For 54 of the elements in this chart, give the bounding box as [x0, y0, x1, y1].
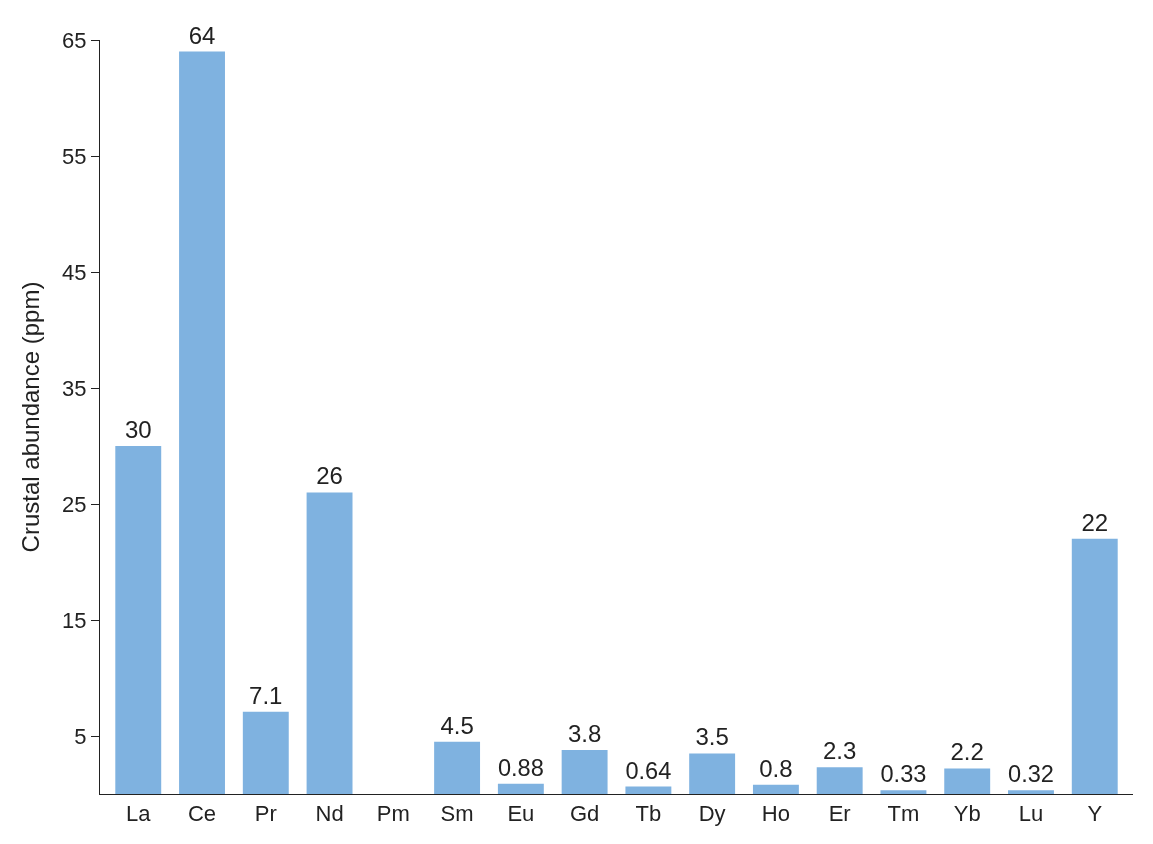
bar	[1008, 790, 1054, 794]
bar	[944, 768, 991, 794]
bar	[497, 783, 544, 794]
x-tick-label: Er	[828, 801, 851, 827]
bar	[752, 784, 799, 794]
x-tick-label: Y	[1087, 801, 1103, 827]
data-label: 0.32	[1008, 761, 1054, 788]
data-label: 22	[1081, 508, 1109, 536]
y-tick-label: 15	[62, 607, 87, 633]
data-label: 26	[316, 462, 343, 490]
x-tick-label: Pr	[254, 801, 277, 827]
bar	[689, 753, 736, 794]
data-label: 4.5	[440, 711, 474, 739]
x-tick-label: Ce	[187, 801, 217, 827]
bar	[816, 767, 863, 794]
x-tick-label: Tb	[635, 801, 662, 827]
x-tick-label: Gd	[569, 801, 600, 827]
bar	[242, 711, 289, 794]
data-label: 2.2	[950, 738, 984, 766]
data-label: 64	[188, 21, 216, 49]
data-label: 0.8	[759, 754, 793, 782]
data-label: 0.64	[625, 757, 672, 784]
bar	[1071, 538, 1118, 794]
x-tick-label: Lu	[1018, 801, 1044, 827]
y-tick-label: 65	[62, 27, 87, 53]
data-label: 30	[124, 416, 152, 443]
data-label: 0.88	[497, 754, 544, 781]
x-tick-label: Ho	[761, 801, 790, 827]
data-label: 3.8	[567, 719, 602, 747]
x-tick-label: Yb	[953, 801, 981, 827]
x-tick-label: Dy	[698, 801, 726, 827]
y-tick-label: 35	[62, 375, 87, 401]
x-tick-label: Eu	[507, 801, 535, 827]
x-tick-label: Pm	[376, 801, 410, 827]
bar	[625, 786, 672, 794]
bar	[434, 741, 481, 794]
data-label: 2.3	[822, 737, 857, 765]
y-axis-title: Crustal abundance (ppm)	[17, 281, 45, 553]
bar	[880, 790, 927, 794]
data-label: 7.1	[249, 681, 283, 709]
bar	[115, 446, 162, 794]
bar	[179, 51, 225, 794]
x-tick-label: La	[126, 801, 152, 827]
y-tick-label: 55	[62, 143, 87, 169]
bar	[306, 492, 353, 794]
data-label: 0.33	[880, 761, 927, 788]
data-label: 3.5	[695, 723, 729, 751]
x-tick-label: Nd	[315, 801, 344, 827]
x-tick-label: Sm	[440, 801, 474, 827]
y-tick-label: 45	[62, 259, 87, 285]
bar	[561, 749, 608, 794]
y-tick-label: 5	[74, 723, 87, 749]
y-tick-label: 25	[62, 491, 87, 517]
x-tick-label: Tm	[887, 801, 920, 827]
